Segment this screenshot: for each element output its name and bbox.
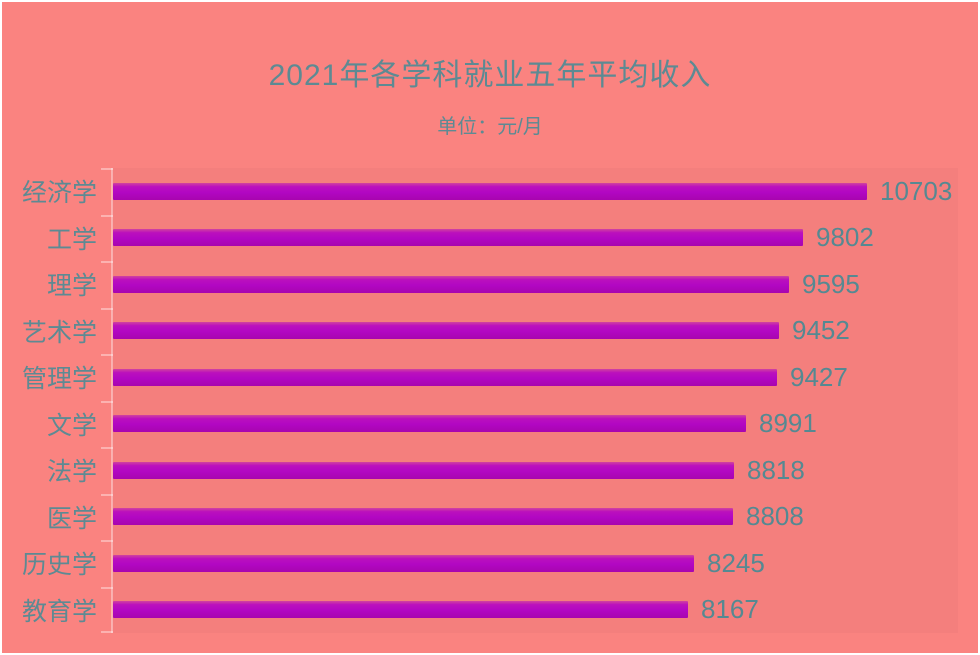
category-label: 艺术学 (21, 318, 97, 347)
chart-row: 理学 9595 (2, 261, 980, 308)
value-label: 9595 (802, 268, 860, 299)
axis-tick (101, 494, 113, 496)
axis-tick (101, 631, 113, 633)
bar (113, 182, 867, 200)
category-label: 经济学 (21, 179, 97, 208)
chart-row: 历史学 8245 (2, 540, 980, 587)
category-label: 文学 (46, 411, 97, 440)
bar (113, 554, 694, 572)
category-label: 历史学 (21, 551, 97, 580)
category-label: 法学 (46, 458, 97, 487)
bar (113, 322, 779, 340)
bar (113, 508, 733, 526)
chart-title: 2021年各学科就业五年平均收入 (268, 59, 712, 92)
chart-row: 医学 8808 (2, 494, 980, 541)
category-label: 管理学 (21, 365, 97, 394)
bar (113, 461, 734, 479)
value-label: 9427 (790, 361, 848, 392)
chart-row: 经济学 10703 (2, 168, 980, 215)
value-label: 10703 (880, 175, 953, 206)
chart-row: 文学 8991 (2, 401, 980, 448)
chart-row: 教育学 8167 (2, 587, 980, 634)
axis-tick (101, 587, 113, 589)
category-label: 理学 (46, 272, 97, 301)
value-label: 9802 (816, 222, 874, 253)
axis-tick (101, 540, 113, 542)
bar (113, 415, 746, 433)
bar (113, 368, 777, 386)
value-label: 8808 (746, 501, 804, 532)
chart-rows: 经济学 10703 工学 9802 理学 9595 艺术学 9452 管理学 9427 文学 8991… (2, 168, 980, 633)
value-label: 8991 (759, 408, 817, 439)
value-label: 8167 (701, 594, 759, 625)
bar-chart: 经济学 10703 工学 9802 理学 9595 艺术学 9452 管理学 9427 文学 8991… (2, 168, 980, 633)
axis-tick (101, 215, 113, 217)
bar (113, 601, 688, 619)
category-label: 工学 (46, 225, 97, 254)
axis-tick (101, 354, 113, 356)
bar (113, 275, 789, 293)
axis-tick (101, 308, 113, 310)
value-label: 8245 (707, 547, 765, 578)
axis-tick (101, 447, 113, 449)
category-axis-line (111, 168, 113, 633)
axis-tick (101, 261, 113, 263)
chart-row: 管理学 9427 (2, 354, 980, 401)
chart-subtitle-unit: 单位：元/月 (437, 116, 543, 138)
axis-tick (101, 401, 113, 403)
chart-row: 艺术学 9452 (2, 308, 980, 355)
value-label: 8818 (747, 454, 805, 485)
category-label: 医学 (46, 504, 97, 533)
category-label: 教育学 (21, 597, 97, 626)
chart-row: 法学 8818 (2, 447, 980, 494)
axis-tick (101, 168, 113, 170)
value-label: 9452 (792, 315, 850, 346)
chart-row: 工学 9802 (2, 215, 980, 262)
bar (113, 229, 803, 247)
